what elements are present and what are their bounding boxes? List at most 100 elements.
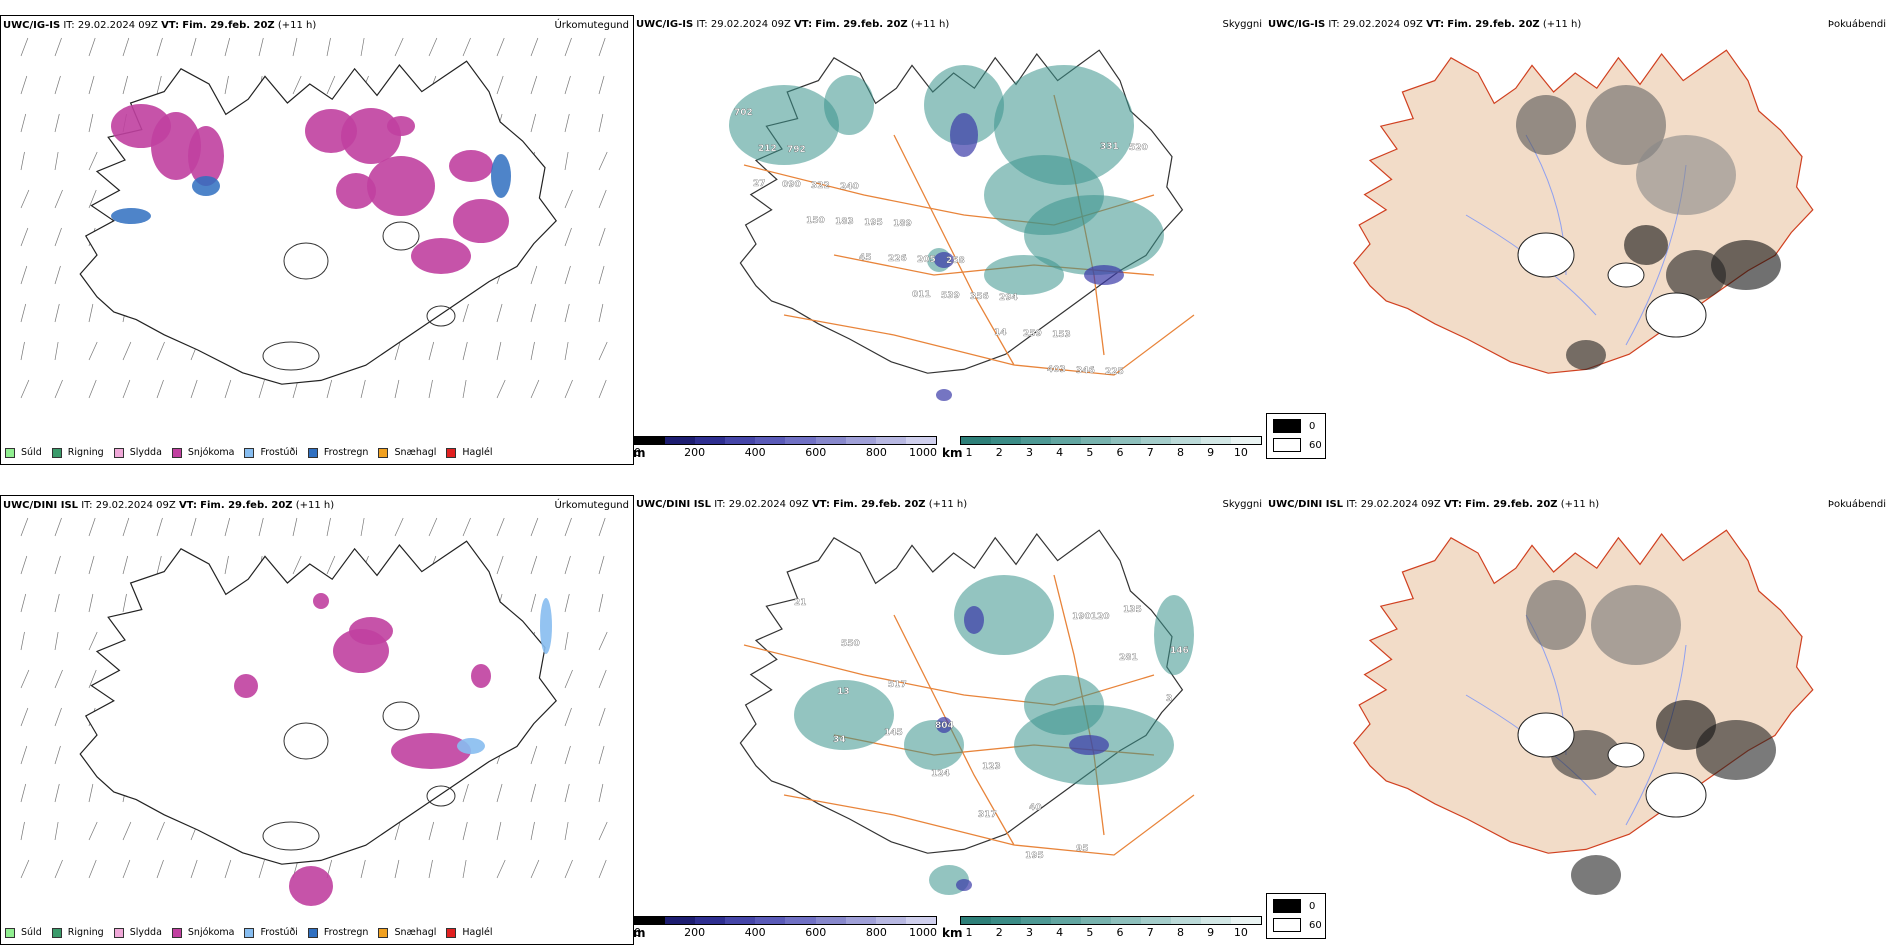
- wind-barb: [564, 37, 572, 57]
- wind-barb: [598, 555, 605, 575]
- fog-legend-row: 60: [1273, 918, 1325, 932]
- wind-barb: [54, 593, 60, 613]
- cloud-base-ticks: 0 200 400 600 800 1000: [634, 925, 937, 939]
- wind-barb: [54, 707, 62, 727]
- fog-legend: 0 60: [1266, 893, 1326, 939]
- glacier-outline: [1645, 292, 1707, 338]
- wind-barb: [564, 631, 569, 651]
- valid-time: Fim. 29.feb. 20Z: [182, 20, 275, 31]
- wind-barb: [224, 859, 232, 879]
- cloud-base-label: 14: [994, 328, 1007, 338]
- cloud-panel-title: Skyggni: [1222, 499, 1262, 510]
- legend-item: Snjókoma: [171, 447, 234, 458]
- visibility-colorbar: 1 2 3 4 5 6 7 8 9 10: [960, 436, 1262, 459]
- wind-barb: [156, 821, 165, 841]
- legend-swatch: [307, 927, 318, 938]
- wind-barb: [598, 593, 604, 613]
- cloud-base-label: 804: [935, 721, 954, 731]
- low-cloud-base-area: [1084, 265, 1124, 285]
- panel-header: UWC/DINI ISL IT: 29.02.2024 09Z VT: Fim.…: [3, 500, 335, 511]
- colorbar-cell: [845, 917, 876, 924]
- colorbar-tick: 1: [965, 446, 973, 459]
- cloud-base-label: 145: [884, 728, 903, 738]
- precip-map: [20, 37, 608, 399]
- legend-label: Snæhagl: [394, 447, 437, 458]
- low-visibility-area: [794, 680, 894, 750]
- colorbar-cell: [905, 437, 936, 444]
- legend-swatch: [378, 927, 389, 938]
- precip-panel-title: Úrkomutegund: [554, 500, 629, 511]
- fog-legend-label: 60: [1309, 439, 1322, 451]
- wind-barb: [564, 303, 570, 323]
- freezing-rain-area: [192, 176, 220, 196]
- wind-barb: [88, 669, 97, 689]
- low-cloud-base-area: [1069, 735, 1109, 755]
- low-cloud-base-area: [934, 252, 954, 268]
- init-time: 29.02.2024 09Z: [728, 499, 809, 510]
- model-name: UWC/DINI ISL: [636, 499, 712, 510]
- wind-barb: [88, 859, 97, 879]
- wind-barb: [496, 379, 506, 399]
- colorbar-tick: 0: [634, 926, 641, 939]
- colorbar-tick: 8: [1176, 926, 1184, 939]
- snow-area: [333, 629, 389, 673]
- low-visibility-area: [994, 65, 1134, 185]
- wind-barb: [224, 37, 231, 57]
- colorbar-cell: [1231, 917, 1261, 924]
- wind-barb: [428, 37, 438, 57]
- freezing-drizzle-area: [540, 598, 552, 654]
- glacier-outline: [283, 722, 329, 760]
- wind-barb: [530, 593, 537, 613]
- cloud-panel-title: Skyggni: [1222, 19, 1262, 30]
- colorbar-cell: [1051, 437, 1081, 444]
- wind-barb: [88, 303, 94, 323]
- model-name: UWC/DINI ISL: [3, 500, 79, 511]
- fog-area: [1666, 250, 1726, 300]
- cloud-base-unit: m: [633, 446, 646, 460]
- legend-label: Frostregn: [323, 447, 369, 458]
- wind-barb: [292, 75, 302, 95]
- colorbar-tick: 800: [865, 926, 887, 939]
- low-visibility-area: [924, 65, 1004, 145]
- legend-swatch: [51, 927, 62, 938]
- low-visibility-area: [904, 720, 964, 770]
- cloud-base-label: 356: [970, 292, 989, 302]
- colorbar-cell: [815, 917, 846, 924]
- wind-barb: [54, 151, 59, 171]
- colorbar-tick: 4: [1056, 446, 1064, 459]
- snow-area: [341, 108, 401, 164]
- cloud-base-label: 124: [931, 769, 950, 779]
- wind-barb: [224, 75, 229, 95]
- wind-barb: [394, 341, 401, 361]
- colorbar-tick: 5: [1086, 446, 1094, 459]
- cloud-panel-top: UWC/IG-IS IT: 29.02.2024 09Z VT: Fim. 29…: [634, 15, 1266, 465]
- cloud-visibility-map: 21 550 517 804 123 40 95 135 146 13 145 124 317 195 19…: [739, 529, 1195, 895]
- legend-swatch: [446, 927, 457, 938]
- wind-barb: [122, 593, 127, 613]
- colorbar-tick: 1000: [909, 926, 937, 939]
- wind-barb: [88, 517, 96, 537]
- wind-barb: [54, 517, 62, 537]
- wind-barb: [156, 859, 164, 879]
- legend-swatch: [113, 447, 124, 458]
- fog-area: [1586, 85, 1666, 165]
- wind-barb: [394, 37, 404, 57]
- legend-swatch: [244, 447, 255, 458]
- wind-barb: [496, 821, 502, 841]
- colorbar-cell: [1111, 917, 1141, 924]
- colorbar-tick: 8: [1176, 446, 1184, 459]
- wind-barb: [54, 631, 59, 651]
- fog-legend-swatch: [1273, 918, 1301, 932]
- colorbar-tick: 3: [1025, 446, 1033, 459]
- wind-barb: [496, 75, 504, 95]
- glacier-outline: [1645, 772, 1707, 818]
- wind-barb: [122, 859, 131, 879]
- wind-barb: [462, 821, 468, 841]
- wind-barb: [20, 821, 25, 841]
- colorbar-tick: 200: [684, 446, 706, 459]
- wind-barb: [394, 821, 401, 841]
- colorbar-cell: [1051, 917, 1081, 924]
- colorbar-tick: 2: [995, 926, 1003, 939]
- cloud-base-colorbar: 0 200 400 600 800 1000: [634, 436, 937, 459]
- wind-barb: [564, 593, 570, 613]
